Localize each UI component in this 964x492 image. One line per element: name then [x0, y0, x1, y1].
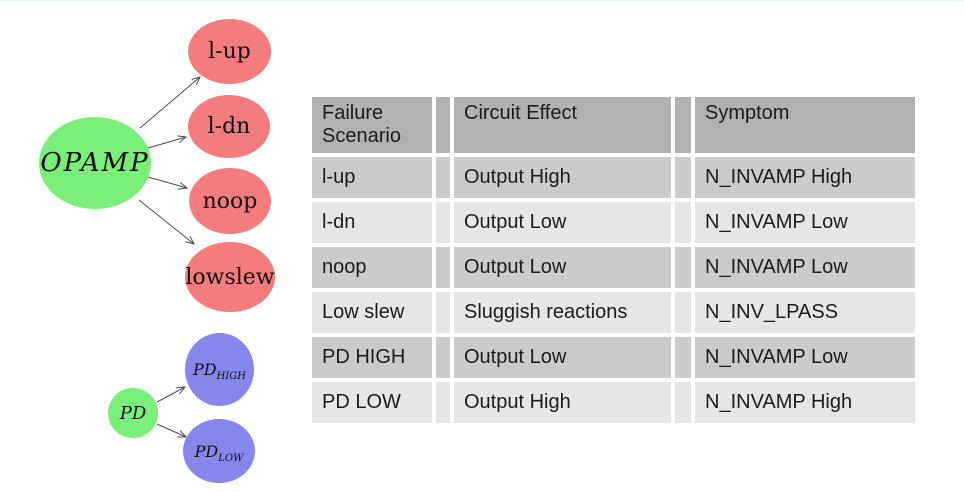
header-spacer-1	[436, 97, 450, 153]
node-noop: noop	[189, 168, 271, 234]
node-lowslew-label: lowslew	[185, 264, 275, 290]
node-opamp-label: OPAMP	[40, 148, 150, 178]
header-spacer-2	[675, 97, 691, 153]
cell-spacer	[675, 292, 691, 333]
column-header-symptom: Symptom	[695, 97, 915, 153]
table-row: Low slew Sluggish reactions N_INV_LPASS	[312, 292, 915, 333]
cell-effect: Output Low	[454, 247, 671, 288]
cell-scenario: noop	[312, 247, 432, 288]
cell-spacer	[675, 247, 691, 288]
top-edge-strip	[0, 0, 964, 3]
table-row: PD LOW Output High N_INVAMP High	[312, 382, 915, 423]
node-l-dn-label: l-dn	[207, 114, 251, 139]
cell-scenario: l-dn	[312, 202, 432, 243]
node-pd-high-label: PDHIGH	[193, 360, 246, 383]
cell-symptom: N_INVAMP Low	[695, 337, 915, 378]
cell-scenario: PD HIGH	[312, 337, 432, 378]
cell-spacer	[436, 247, 450, 288]
cell-scenario: PD LOW	[312, 382, 432, 423]
cell-scenario: Low slew	[312, 292, 432, 333]
cell-scenario: l-up	[312, 157, 432, 198]
cell-spacer	[436, 382, 450, 423]
table-row: noop Output Low N_INVAMP Low	[312, 247, 915, 288]
table-row: l-up Output High N_INVAMP High	[312, 157, 915, 198]
table-row: PD HIGH Output Low N_INVAMP Low	[312, 337, 915, 378]
cell-effect: Output High	[454, 157, 671, 198]
node-l-up-label: l-up	[208, 39, 251, 64]
column-header-failure-scenario: Failure Scenario	[312, 97, 432, 153]
cell-spacer	[436, 337, 450, 378]
cell-spacer	[675, 382, 691, 423]
cell-spacer	[436, 292, 450, 333]
cell-effect: Output High	[454, 382, 671, 423]
cell-effect: Output Low	[454, 202, 671, 243]
node-pd-low-label: PDLOW	[194, 441, 244, 464]
cell-spacer	[436, 202, 450, 243]
edge-opamp-ldn	[147, 135, 188, 149]
cell-spacer	[675, 157, 691, 198]
cell-effect: Output Low	[454, 337, 671, 378]
cell-effect: Sluggish reactions	[454, 292, 671, 333]
node-pd-low: PDLOW	[183, 419, 255, 483]
cell-symptom: N_INVAMP High	[695, 382, 915, 423]
edge-pd-pdhigh	[156, 386, 187, 403]
column-header-circuit-effect: Circuit Effect	[454, 97, 671, 153]
cell-spacer	[675, 202, 691, 243]
node-pd-label: PD	[119, 402, 147, 424]
node-opamp: OPAMP	[39, 117, 151, 209]
edge-opamp-lup	[139, 76, 201, 129]
cell-symptom: N_INVAMP High	[695, 157, 915, 198]
cell-symptom: N_INVAMP Low	[695, 202, 915, 243]
node-pd: PD	[108, 388, 158, 438]
node-pd-high: PDHIGH	[185, 333, 254, 406]
table-row: l-dn Output Low N_INVAMP Low	[312, 202, 915, 243]
edge-opamp-noop	[147, 176, 189, 190]
edge-opamp-lowslew	[138, 199, 195, 245]
node-l-dn: l-dn	[188, 95, 270, 158]
cell-symptom: N_INV_LPASS	[695, 292, 915, 333]
edge-pd-pdlow	[156, 423, 188, 438]
failure-scenario-table: Failure Scenario Circuit Effect Symptom …	[308, 93, 919, 427]
cell-spacer	[436, 157, 450, 198]
table-header-row: Failure Scenario Circuit Effect Symptom	[312, 97, 915, 153]
node-noop-label: noop	[202, 188, 258, 214]
cell-spacer	[675, 337, 691, 378]
node-l-up: l-up	[188, 19, 271, 84]
node-lowslew: lowslew	[185, 242, 275, 312]
cell-symptom: N_INVAMP Low	[695, 247, 915, 288]
